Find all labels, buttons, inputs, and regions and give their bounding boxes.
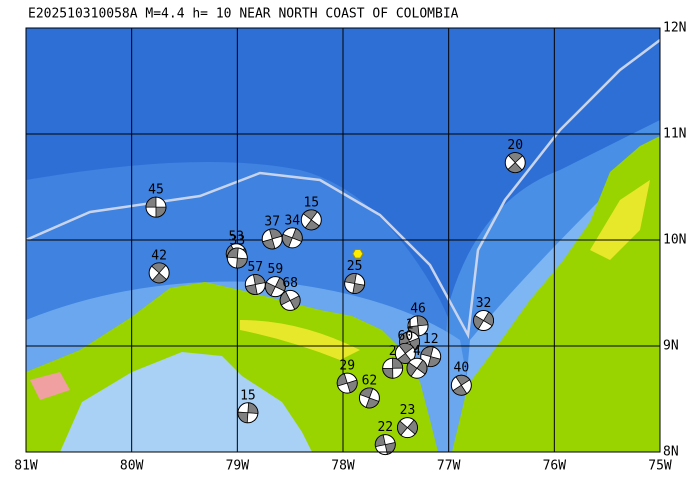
depth-label: 25 xyxy=(347,259,363,274)
focal-mechanism xyxy=(374,434,396,456)
beachball-quadrant xyxy=(279,290,301,310)
beachball-quadrant xyxy=(237,402,259,424)
beachball-quadrant xyxy=(302,209,320,231)
lat-label: 8N xyxy=(663,445,679,460)
depth-label: 20 xyxy=(507,138,523,153)
map-title: E202510310058A M=4.4 h= 10 NEAR NORTH CO… xyxy=(28,7,459,22)
focal-mechanism xyxy=(244,274,266,296)
focal-mechanism xyxy=(358,387,380,409)
lon-label: 75W xyxy=(648,459,672,474)
depth-label: 42 xyxy=(151,248,167,263)
focal-mechanism xyxy=(145,196,167,218)
lon-label: 79W xyxy=(226,459,250,474)
depth-label: 37 xyxy=(264,214,280,229)
depth-label: 57 xyxy=(247,260,263,275)
beachball-quadrant xyxy=(507,152,524,174)
depth-label: 12 xyxy=(423,332,439,347)
focal-mechanism xyxy=(261,228,283,250)
beachball-quadrant xyxy=(145,196,167,218)
beachball-quadrant xyxy=(344,273,365,294)
lon-label: 77W xyxy=(437,459,461,474)
beachball-quadrant xyxy=(262,228,283,250)
depth-label: 46 xyxy=(410,301,426,316)
beachball-quadrant xyxy=(359,387,380,409)
beachball-quadrant xyxy=(374,434,396,455)
beachball-quadrant xyxy=(382,357,404,379)
depth-label: 62 xyxy=(362,373,378,388)
depth-label: 22 xyxy=(377,420,393,435)
depth-label: 32 xyxy=(476,296,492,311)
focal-mechanism xyxy=(300,209,322,231)
focal-mechanism xyxy=(226,247,248,269)
beachball-quadrant xyxy=(281,228,303,248)
main-event xyxy=(352,248,364,259)
focal-mechanism xyxy=(396,417,418,439)
focal-mechanism xyxy=(281,227,303,249)
focal-mechanism xyxy=(394,342,416,364)
gulf xyxy=(60,352,312,452)
depth-label: 40 xyxy=(454,361,470,376)
depth-label: 59 xyxy=(268,262,284,277)
focal-mechanism xyxy=(382,357,404,379)
beachball-quadrant xyxy=(397,419,418,436)
lon-label: 78W xyxy=(331,459,355,474)
map-frame xyxy=(25,27,661,453)
depth-label: 29 xyxy=(339,359,355,374)
depth-label: 45 xyxy=(148,183,164,198)
depth-label: 23 xyxy=(400,403,416,418)
lon-label: 81W xyxy=(14,459,38,474)
beachball-quadrant xyxy=(226,247,248,269)
land xyxy=(452,136,660,452)
focal-mechanism xyxy=(450,374,472,396)
focal-mechanism xyxy=(148,262,170,284)
depth-label: 2 xyxy=(389,344,397,359)
lat-label: 9N xyxy=(663,339,679,354)
lat-label: 11N xyxy=(663,127,686,142)
beachball-quadrant xyxy=(406,359,428,377)
beachball-quadrant xyxy=(473,311,494,330)
depth-label: 1 xyxy=(406,317,414,332)
highland xyxy=(30,372,70,400)
beachball-quadrant xyxy=(336,373,358,394)
depth-label: 4 xyxy=(413,344,421,359)
focal-mechanism xyxy=(473,310,495,332)
focal-mechanism xyxy=(406,357,428,379)
lon-label: 80W xyxy=(120,459,144,474)
beachball-quadrant xyxy=(452,374,471,396)
focal-mechanism xyxy=(264,276,286,298)
focal-mechanism xyxy=(237,402,259,424)
lat-label: 10N xyxy=(663,233,686,248)
depth-label: 15 xyxy=(303,195,319,210)
beachball-quadrant xyxy=(420,346,441,367)
depth-label: 33 xyxy=(230,234,246,249)
focal-mechanism xyxy=(504,152,526,174)
beachball-quadrant xyxy=(245,274,266,295)
boundary-line xyxy=(26,39,660,340)
highland xyxy=(240,320,360,360)
beachball-quadrant xyxy=(151,262,168,284)
focal-mechanism xyxy=(336,372,358,394)
depth-label: 53 xyxy=(228,229,244,244)
lon-label: 76W xyxy=(543,459,567,474)
focal-mechanism xyxy=(420,346,442,368)
depth-label: 34 xyxy=(284,213,300,228)
focal-mechanism xyxy=(279,289,301,311)
depth-label: 15 xyxy=(240,388,256,403)
depth-label: 68 xyxy=(282,276,298,291)
beachball-quadrant xyxy=(264,277,286,297)
focal-mechanism xyxy=(344,272,366,294)
depth-label: 60 xyxy=(398,329,414,344)
events xyxy=(145,152,526,456)
lat-label: 12N xyxy=(663,21,686,36)
